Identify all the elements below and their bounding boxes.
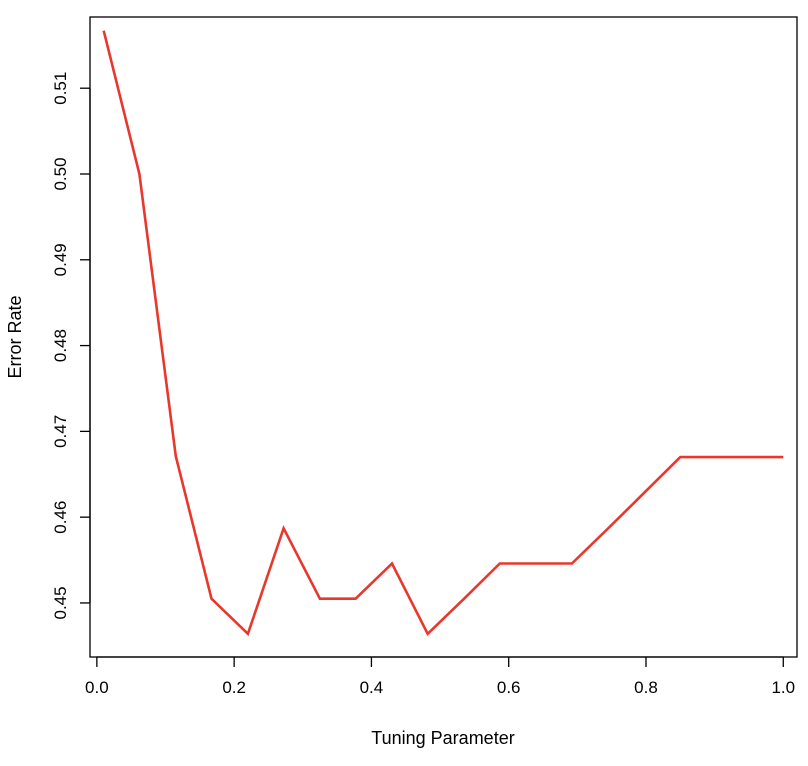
y-tick-label: 0.45 [51,586,70,619]
x-axis-title: Tuning Parameter [371,728,514,748]
x-tick-label: 0.4 [360,678,384,697]
y-tick-label: 0.50 [51,157,70,190]
y-tick-label: 0.51 [51,72,70,105]
series-line [102,30,784,637]
x-tick-label: 0.8 [634,678,658,697]
plot-frame [89,16,798,658]
y-tick-label: 0.46 [51,501,70,534]
y-tick-label: 0.47 [51,415,70,448]
x-tick-label: 0.6 [497,678,521,697]
series-layer [102,30,784,637]
y-tick-label: 0.49 [51,243,70,276]
x-tick-label: 0.2 [222,678,246,697]
y-axis-title: Error Rate [5,295,25,378]
x-axis: 0.0 0.2 0.4 0.6 0.8 1.0 [85,656,795,697]
y-axis: 0.45 0.46 0.47 0.48 0.49 0.50 0.51 [51,72,91,619]
y-tick-label: 0.48 [51,329,70,362]
x-tick-label: 1.0 [771,678,795,697]
x-tick-label: 0.0 [85,678,109,697]
